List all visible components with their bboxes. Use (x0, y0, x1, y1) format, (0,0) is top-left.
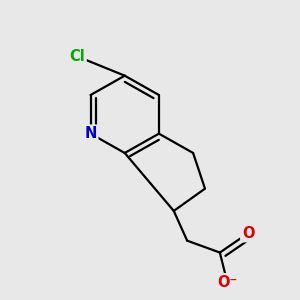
Text: O⁻: O⁻ (217, 275, 237, 290)
Text: O: O (242, 226, 254, 241)
Text: Cl: Cl (69, 49, 85, 64)
Text: N: N (84, 126, 97, 141)
